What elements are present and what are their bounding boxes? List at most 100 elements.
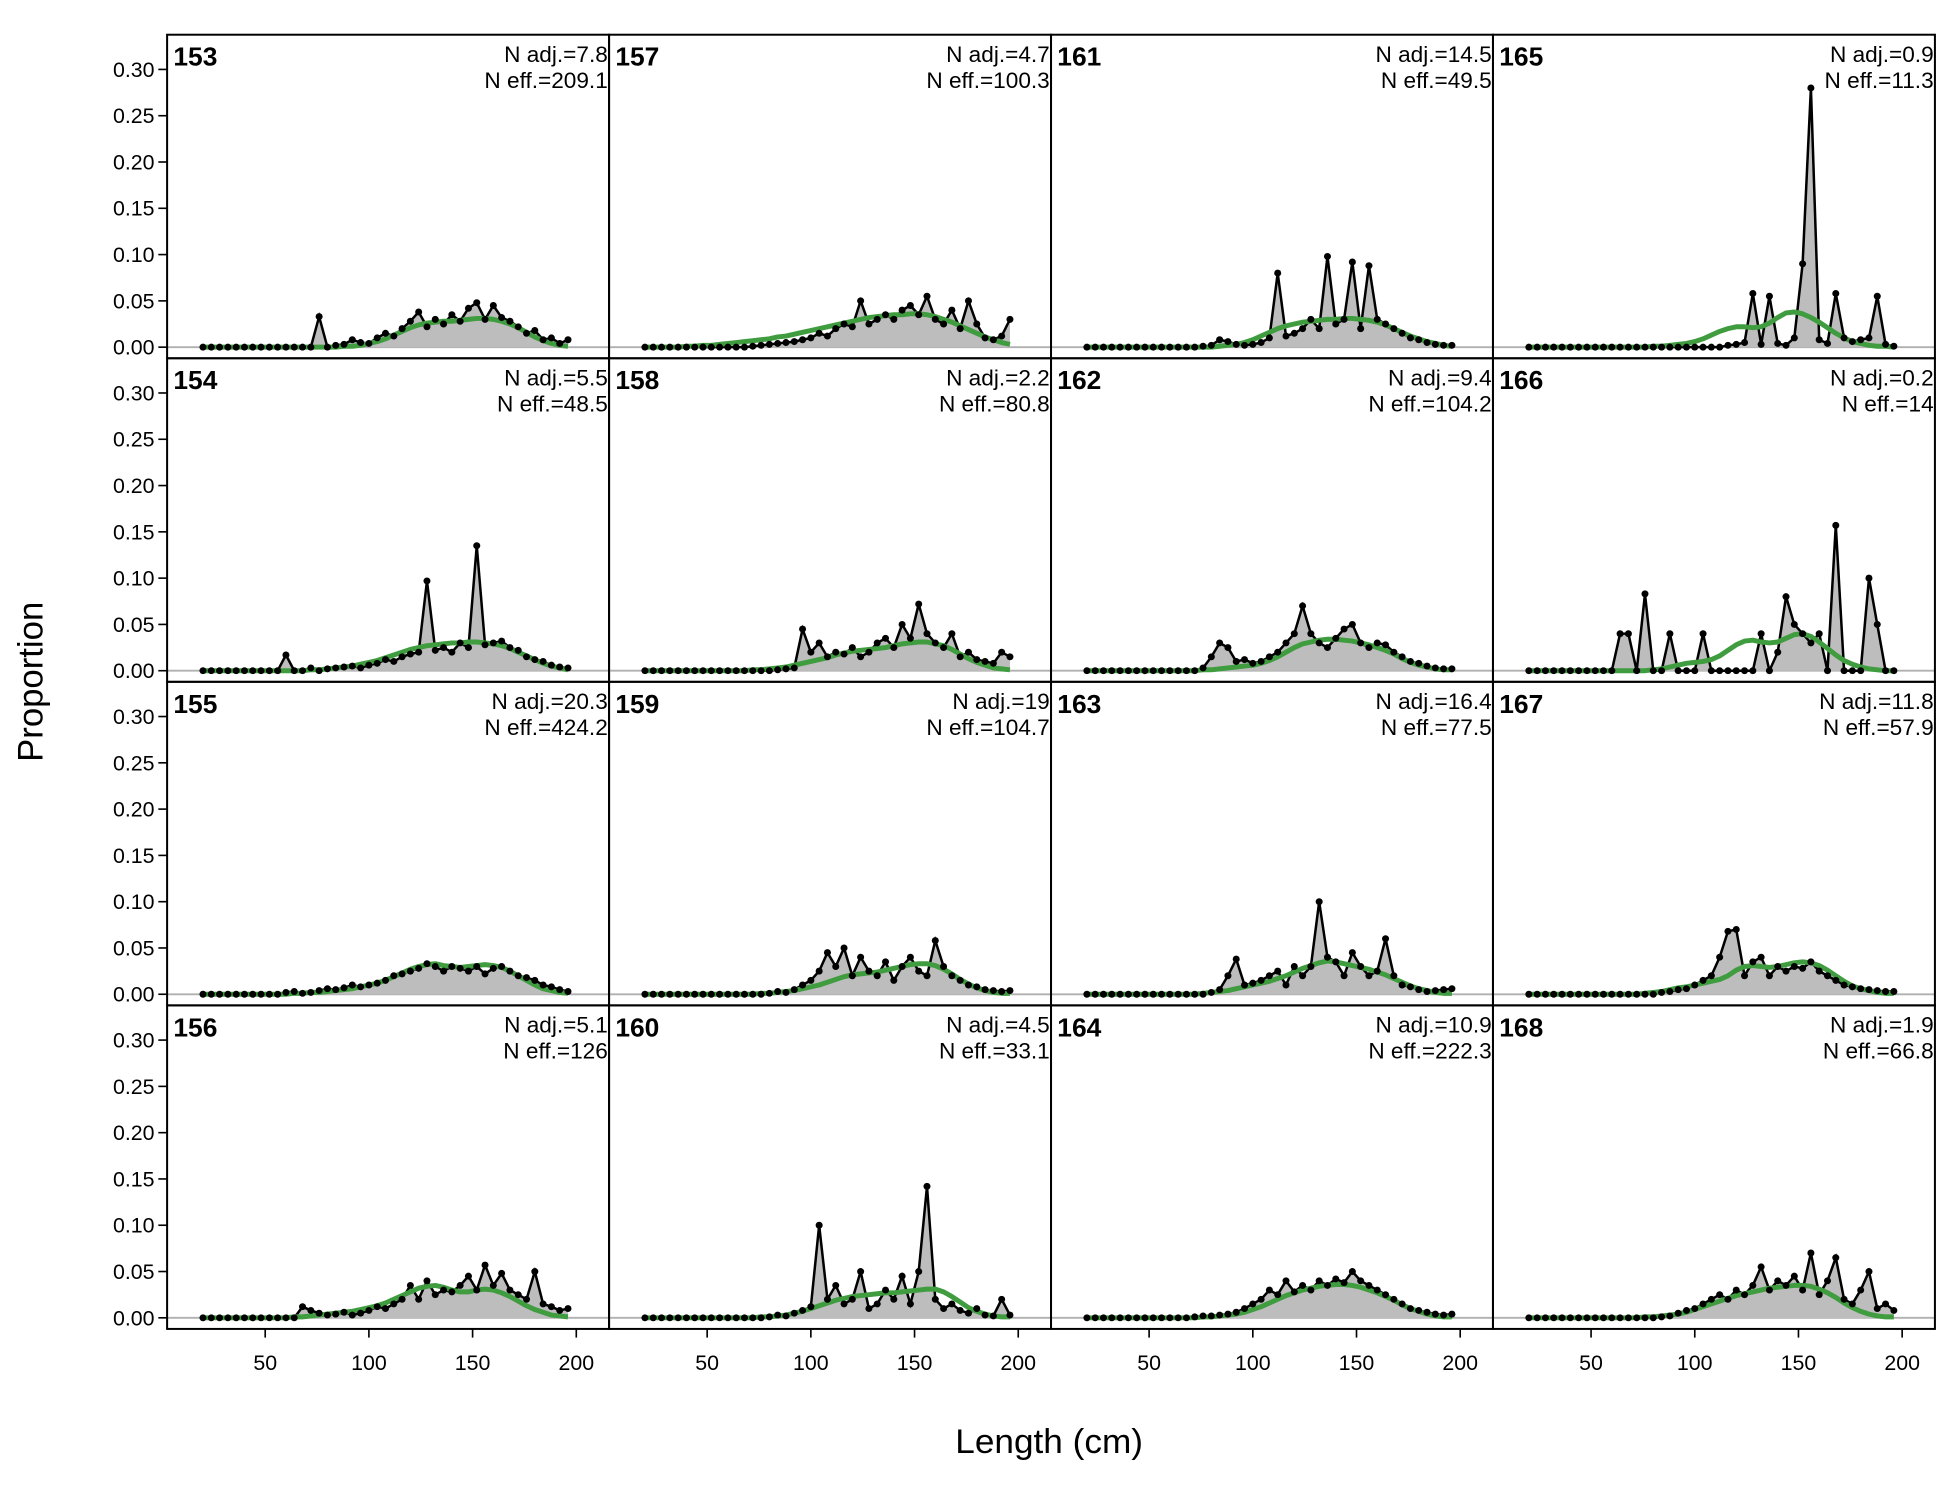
observed-point — [873, 639, 881, 647]
observed-point — [1332, 1275, 1340, 1283]
observed-point — [1099, 343, 1108, 351]
observed-point — [373, 334, 381, 342]
observed-area — [202, 963, 568, 995]
observed-point — [881, 634, 890, 642]
n-adj-label: N adj.=10.9 — [1375, 1013, 1491, 1038]
observed-point — [1724, 667, 1732, 675]
observed-point — [674, 667, 682, 675]
observed-point — [1757, 340, 1765, 348]
observed-point — [1224, 644, 1232, 652]
observed-point — [456, 317, 464, 325]
observed-point — [1608, 343, 1616, 351]
observed-point — [564, 988, 572, 995]
x-tick-label: 50 — [1137, 1352, 1161, 1375]
observed-point — [923, 1182, 931, 1190]
observed-point — [1707, 1295, 1715, 1303]
observed-point — [1390, 648, 1398, 656]
observed-point — [357, 983, 365, 991]
observed-point — [840, 1300, 848, 1308]
observed-point — [257, 667, 265, 675]
x-tick-label: 100 — [1235, 1352, 1271, 1375]
observed-point — [699, 1314, 707, 1322]
observed-point — [1174, 667, 1182, 675]
n-adj-label: N adj.=19 — [952, 689, 1049, 714]
panel-label: 168 — [1499, 1013, 1543, 1043]
observed-point — [224, 1314, 232, 1322]
observed-point — [641, 990, 649, 998]
observed-point — [1873, 987, 1881, 995]
n-eff-label: N eff.=49.5 — [1381, 68, 1492, 93]
observed-point — [431, 646, 439, 654]
observed-point — [707, 1314, 715, 1322]
observed-point — [406, 1281, 414, 1289]
observed-point — [1299, 1281, 1307, 1289]
observed-point — [1641, 590, 1649, 598]
observed-point — [1848, 667, 1856, 675]
observed-point — [782, 988, 790, 996]
observed-point — [274, 667, 282, 675]
observed-point — [1265, 972, 1273, 980]
observed-point — [1682, 343, 1690, 351]
observed-point — [1216, 1311, 1224, 1319]
observed-point — [1533, 343, 1541, 351]
observed-point — [840, 320, 848, 328]
observed-point — [1857, 336, 1865, 344]
x-tick-label: 150 — [455, 1352, 491, 1375]
observed-point — [1583, 667, 1591, 675]
n-eff-label: N eff.=77.5 — [1381, 715, 1492, 740]
observed-point — [1141, 1314, 1149, 1322]
observed-point — [556, 339, 564, 347]
observed-point — [1249, 659, 1257, 667]
observed-point — [1807, 958, 1815, 966]
observed-point — [1666, 343, 1674, 351]
observed-point — [1373, 639, 1381, 647]
observed-point — [1707, 343, 1715, 351]
observed-point — [832, 1281, 840, 1289]
observed-point — [1716, 1291, 1724, 1299]
n-adj-label: N adj.=7.8 — [504, 42, 608, 67]
y-tick-label: 0.15 — [113, 521, 155, 544]
observed-point — [1840, 667, 1848, 675]
observed-point — [473, 542, 481, 550]
observed-point — [699, 990, 707, 998]
observed-point — [649, 990, 657, 998]
observed-point — [765, 667, 773, 675]
observed-point — [857, 653, 865, 661]
observed-point — [415, 648, 423, 656]
observed-point — [1307, 963, 1315, 970]
observed-point — [224, 343, 232, 351]
observed-area — [644, 1186, 1010, 1318]
observed-point — [923, 972, 931, 980]
observed-point — [398, 1295, 406, 1303]
observed-point — [1525, 667, 1533, 675]
observed-point — [440, 1286, 448, 1294]
observed-point — [1307, 315, 1315, 323]
y-tick-label: 0.15 — [113, 198, 155, 221]
observed-point — [1415, 1306, 1423, 1314]
observed-point — [857, 1268, 865, 1275]
observed-point — [1240, 981, 1249, 989]
observed-point — [732, 990, 740, 998]
observed-point — [1182, 667, 1190, 675]
panel-label: 158 — [615, 365, 659, 395]
observed-point — [740, 990, 749, 998]
observed-point — [1423, 662, 1431, 670]
observed-point — [1890, 1306, 1898, 1314]
observed-point — [848, 323, 856, 331]
observed-point — [948, 972, 956, 980]
observed-point — [1840, 1295, 1848, 1303]
observed-point — [1599, 1314, 1608, 1322]
observed-point — [1199, 990, 1207, 998]
observed-point — [1890, 667, 1898, 675]
observed-point — [1116, 343, 1124, 351]
observed-point — [906, 302, 914, 309]
observed-point — [315, 1309, 323, 1317]
observed-point — [1299, 602, 1307, 610]
observed-point — [506, 967, 514, 975]
observed-point — [1790, 334, 1798, 342]
observed-point — [523, 1295, 531, 1303]
observed-point — [765, 989, 773, 997]
observed-point — [1666, 1312, 1674, 1320]
y-tick-label: 0.05 — [113, 290, 155, 313]
observed-point — [1265, 1286, 1273, 1294]
